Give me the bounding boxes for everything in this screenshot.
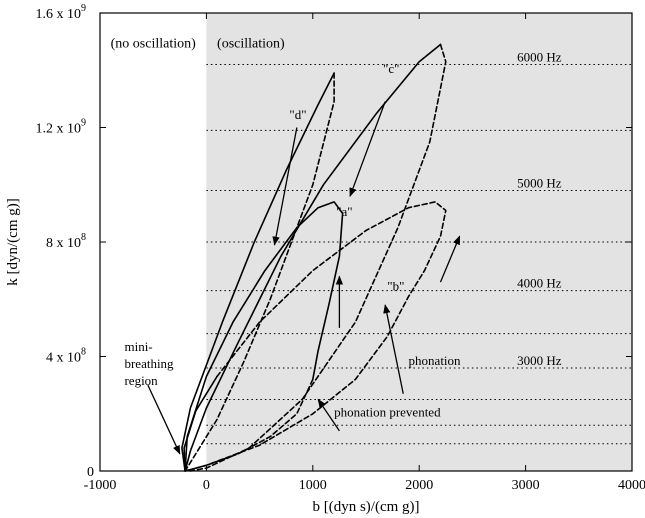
arrow-d: [272, 127, 298, 246]
y-tick-label: 0: [87, 465, 94, 480]
x-axis-label: b [(dyn s)/(cm g)]: [312, 499, 419, 515]
frequency-label: 5000 Hz: [517, 175, 562, 190]
series-line: [189, 43, 447, 472]
annotation: breathing: [124, 356, 174, 371]
annotation: "c": [383, 61, 399, 76]
series-line: [184, 72, 335, 472]
y-axis-label: k [dyn/(cm g)]: [5, 198, 21, 285]
annotation: "b": [387, 279, 404, 294]
annotation: mini-: [124, 339, 152, 354]
series-line: [184, 201, 447, 472]
x-tick-label: 3000: [512, 478, 540, 493]
annotation: region: [124, 373, 158, 388]
x-tick-label: 4000: [618, 478, 645, 493]
region-label: (no oscillation): [111, 36, 196, 51]
frequency-label: 6000 Hz: [517, 50, 562, 65]
series-line: [184, 201, 344, 472]
region-label: (oscillation): [217, 36, 285, 51]
arrow-mini-breathing: [147, 384, 181, 455]
annotation: "d": [289, 107, 306, 122]
y-tick-label: 1.2 x 109: [36, 118, 87, 137]
annotation: "a": [336, 204, 352, 219]
annotation: phonation prevented: [334, 405, 441, 420]
y-tick-label: 4 x 108: [46, 347, 86, 366]
x-tick-label: 2000: [405, 478, 433, 493]
annotation: phonation: [409, 353, 461, 368]
arrow-c: [349, 101, 386, 198]
x-tick-label: -1000: [84, 478, 117, 493]
series-line: [183, 375, 218, 472]
series-line: [184, 43, 442, 472]
series-line: [181, 72, 335, 472]
x-tick-label: 0: [203, 478, 210, 493]
x-tick-label: 1000: [299, 478, 327, 493]
frequency-label: 4000 Hz: [517, 276, 562, 291]
y-tick-label: 8 x 108: [46, 232, 86, 251]
y-tick-label: 1.6 x 109: [36, 3, 87, 22]
arrow-b: [439, 235, 461, 283]
frequency-label: 3000 Hz: [517, 353, 562, 368]
arrow-phonation-prevented: [317, 398, 340, 432]
arrow-phonation: [383, 304, 404, 394]
